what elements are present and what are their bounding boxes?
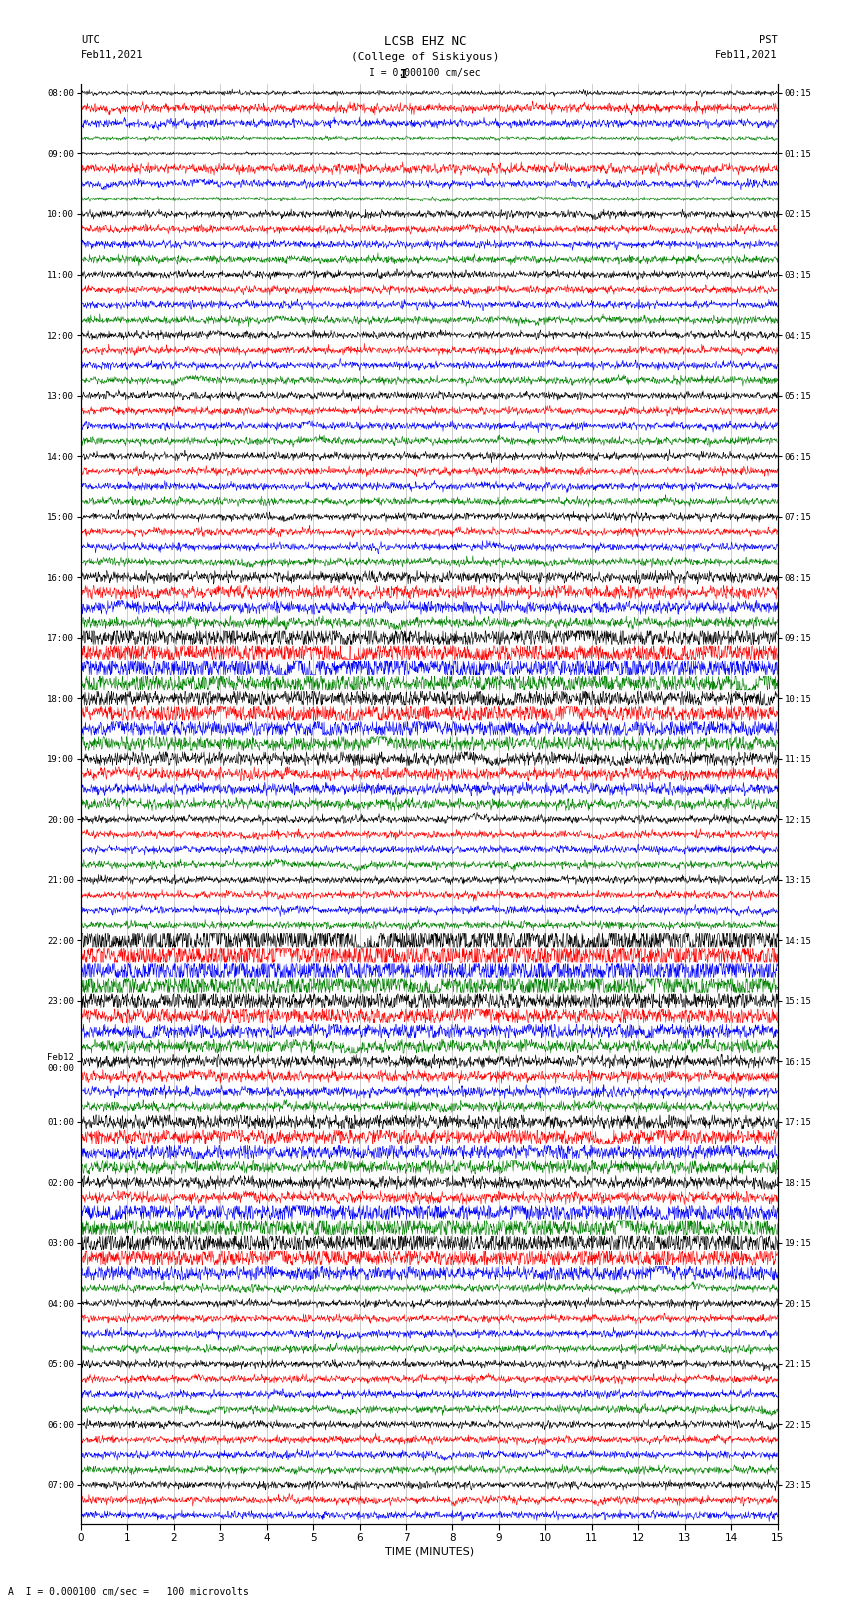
X-axis label: TIME (MINUTES): TIME (MINUTES) [385, 1547, 473, 1557]
Text: I: I [400, 68, 407, 81]
Text: PST: PST [759, 35, 778, 45]
Text: Feb11,2021: Feb11,2021 [81, 50, 144, 60]
Text: I = 0.000100 cm/sec: I = 0.000100 cm/sec [369, 68, 481, 77]
Text: A  I = 0.000100 cm/sec =   100 microvolts: A I = 0.000100 cm/sec = 100 microvolts [8, 1587, 249, 1597]
Text: UTC: UTC [81, 35, 99, 45]
Text: LCSB EHZ NC: LCSB EHZ NC [383, 35, 467, 48]
Text: Feb11,2021: Feb11,2021 [715, 50, 778, 60]
Text: (College of Siskiyous): (College of Siskiyous) [351, 52, 499, 61]
